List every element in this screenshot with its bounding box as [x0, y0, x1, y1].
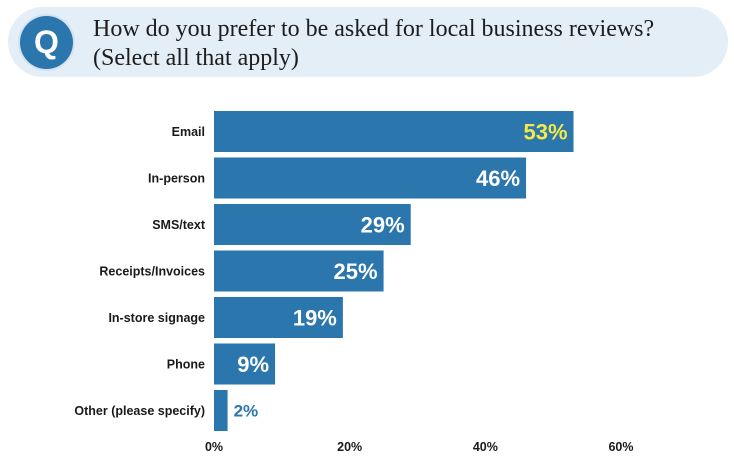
bar-5 [214, 343, 276, 385]
value-label-3: 25% [334, 259, 378, 284]
bar-4 [214, 297, 343, 338]
category-label-3: Receipts/Invoices [99, 265, 205, 279]
q-letter: Q [34, 24, 59, 60]
x-tick-label-1: 20% [337, 440, 362, 454]
bar-6 [214, 390, 228, 431]
value-label-6: 2% [234, 402, 259, 421]
question-icon: Q [20, 16, 73, 69]
category-label-0: Email [172, 125, 205, 139]
bar-2 [214, 204, 411, 245]
category-label-2: SMS/text [152, 218, 206, 232]
bar-0 [214, 111, 574, 152]
category-label-1: In-person [148, 172, 205, 186]
x-tick-label-0: 0% [205, 440, 223, 454]
value-label-4: 19% [293, 305, 337, 330]
x-tick-label-3: 60% [608, 440, 633, 454]
q-letter-icon: Q [34, 24, 59, 60]
value-label-1: 46% [476, 166, 520, 191]
value-label-5: 9% [237, 352, 269, 377]
question-banner: Q How do you prefer to be asked for loca… [8, 7, 728, 77]
bar-1 [214, 157, 527, 199]
x-tick-label-2: 40% [473, 440, 498, 454]
category-label-4: In-store signage [108, 311, 205, 325]
category-label-6: Other (please specify) [74, 404, 205, 418]
bar-3 [214, 250, 384, 292]
question-text: How do you prefer to be asked for local … [93, 16, 655, 71]
category-label-5: Phone [167, 358, 205, 372]
bar-chart: Email 53% In-person 46% SMS/text 29% Receipts/… [74, 111, 634, 454]
value-label-2: 29% [361, 212, 405, 237]
value-label-0: 53% [523, 119, 567, 144]
